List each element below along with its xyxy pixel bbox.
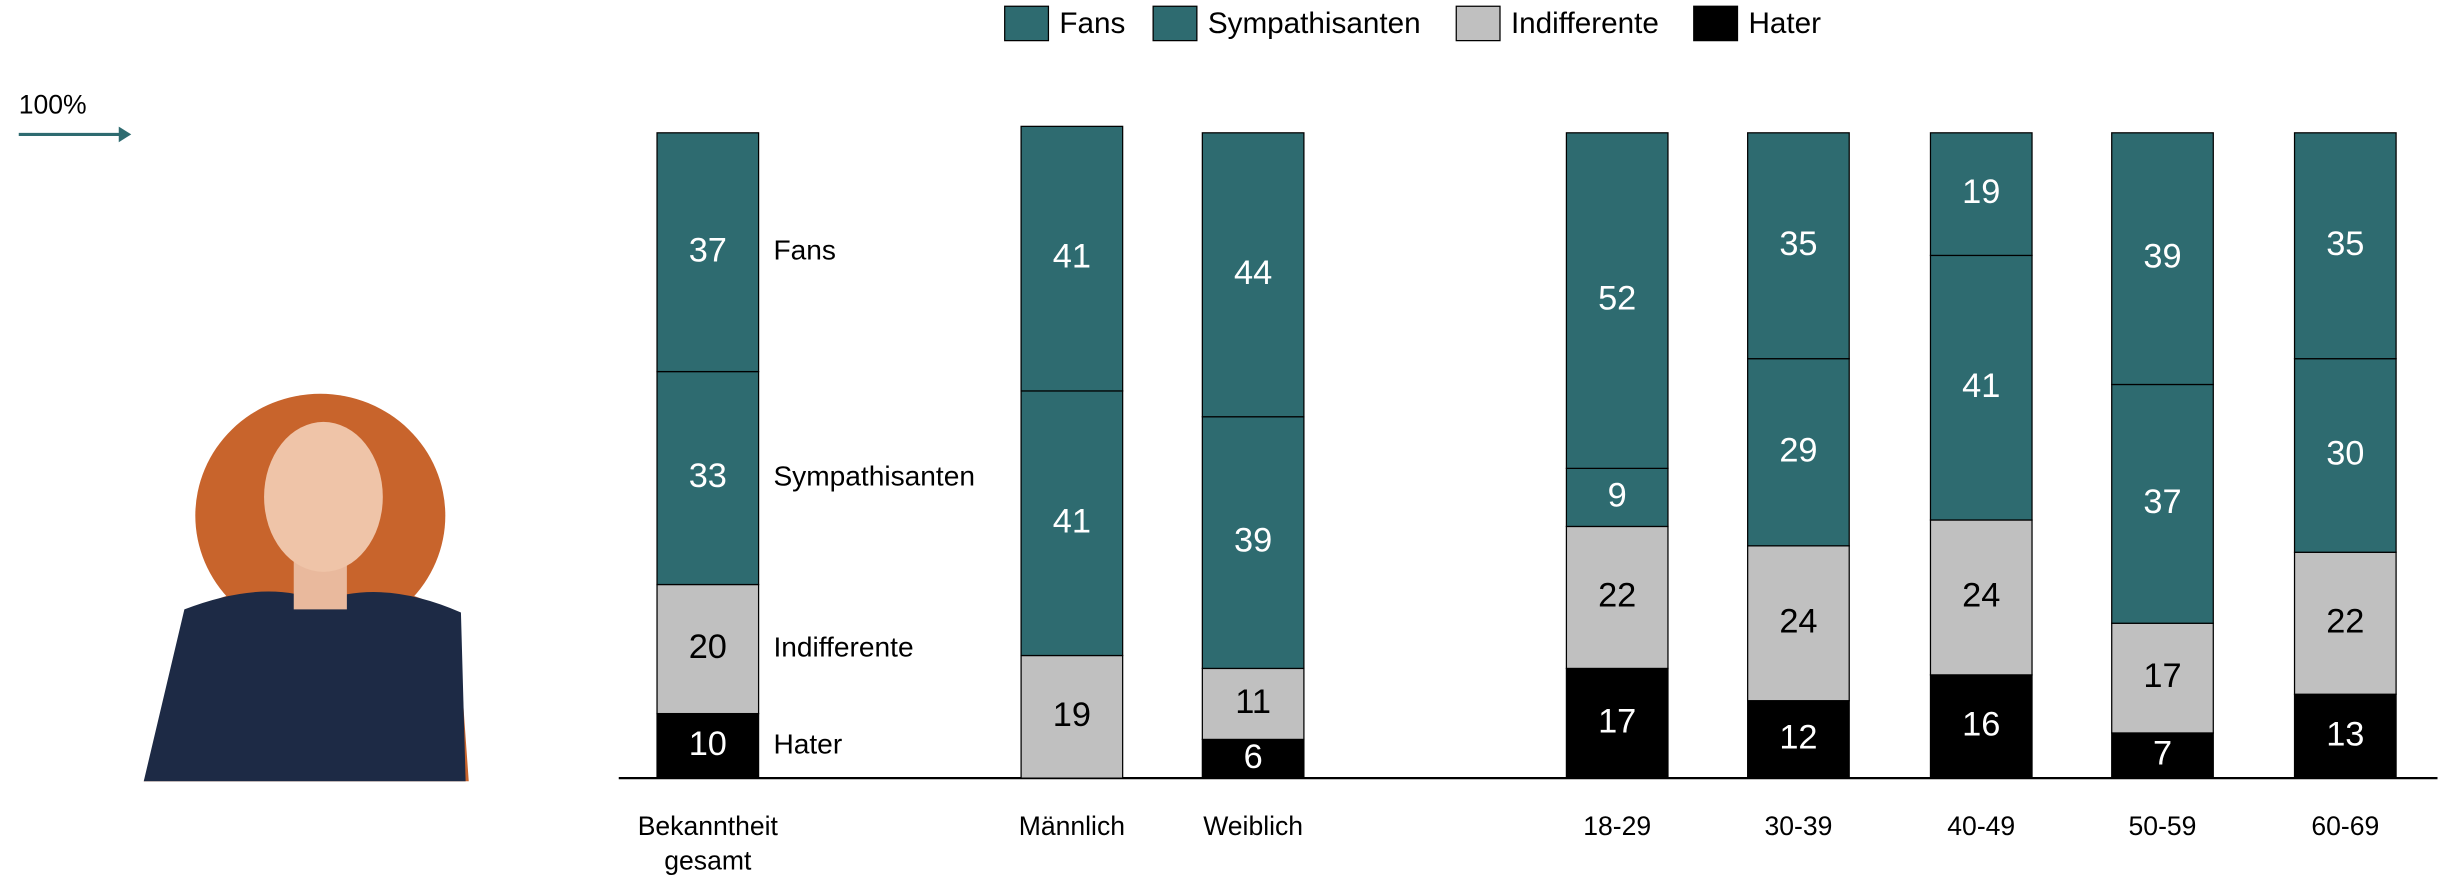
value-label: 37 <box>689 231 727 269</box>
value-label: 33 <box>689 457 727 495</box>
value-label: 22 <box>2326 602 2364 640</box>
value-label: 6 <box>1244 738 1263 776</box>
legend-swatch <box>1152 5 1198 42</box>
value-label: 35 <box>1779 225 1817 263</box>
value-label: 10 <box>689 725 727 763</box>
x-tick-label: 50-59 <box>2129 811 2197 841</box>
x-tick-label: Bekanntheit gesamt <box>638 811 779 875</box>
value-label: 19 <box>1053 696 1091 734</box>
value-label: 39 <box>1234 522 1272 560</box>
legend-label: Sympathisanten <box>1208 7 1421 40</box>
legend-swatch <box>1693 5 1739 42</box>
bar-segment <box>1020 125 1124 392</box>
bar-segment <box>1929 519 2033 676</box>
value-label: 13 <box>2326 715 2364 753</box>
value-label: 52 <box>1598 280 1636 318</box>
value-label: 20 <box>689 628 727 666</box>
bar-segment <box>1565 132 1669 469</box>
bar-segment <box>1929 674 2033 779</box>
value-label: 35 <box>2326 225 2364 263</box>
segment-name: Sympathisanten <box>773 460 975 491</box>
bar-segment <box>1201 416 1305 670</box>
bar-segment <box>2293 132 2397 360</box>
legend-label: Fans <box>1059 7 1125 40</box>
segment-name: Hater <box>773 728 842 759</box>
bar-segment <box>1747 132 1850 360</box>
x-tick-label: 18-29 <box>1583 811 1651 841</box>
bar-segment <box>1565 467 1669 528</box>
x-tick-label: 30-39 <box>1764 811 1832 841</box>
value-label: 44 <box>1234 254 1272 292</box>
value-label: 16 <box>1962 706 2000 744</box>
value-label: 7 <box>2153 735 2172 773</box>
bar-segment <box>1201 738 1305 779</box>
bar-segment <box>1201 667 1305 741</box>
legend-swatch <box>1004 5 1050 42</box>
value-label: 12 <box>1779 718 1817 756</box>
bar-segment <box>656 712 760 779</box>
value-label: 9 <box>1608 476 1627 514</box>
value-label: 29 <box>1779 431 1817 469</box>
bar-segment <box>656 132 760 373</box>
reference-arrowhead <box>118 126 132 143</box>
x-tick-label: Weiblich <box>1203 811 1303 841</box>
legend-swatch <box>1455 5 1501 42</box>
segment-name: Fans <box>773 235 836 266</box>
value-label: 17 <box>1598 702 1636 740</box>
bar-segment <box>2111 132 2214 386</box>
bar-segment <box>2293 551 2397 695</box>
value-label: 19 <box>1962 173 2000 211</box>
bar-segment <box>1020 654 1124 779</box>
value-label: 41 <box>1053 238 1091 276</box>
bar-segment <box>1929 132 2033 257</box>
x-tick-label: 60-69 <box>2311 811 2379 841</box>
bar-segment <box>1201 132 1305 418</box>
value-label: 37 <box>2143 483 2181 521</box>
bar-segment <box>1020 390 1124 657</box>
value-label: 41 <box>1962 367 2000 405</box>
value-label: 41 <box>1053 502 1091 540</box>
bar-segment <box>1747 358 1850 547</box>
value-label: 17 <box>2143 657 2181 695</box>
segment-name: Indifferente <box>773 631 913 662</box>
bar-segment <box>2293 693 2397 779</box>
x-tick-label: 40-49 <box>1947 811 2015 841</box>
bar-segment <box>1747 545 1850 702</box>
bar-segment <box>1565 525 1669 670</box>
bar-segment <box>1929 254 2033 521</box>
legend-label: Indifferente <box>1511 7 1659 40</box>
legend-label: Hater <box>1748 7 1821 40</box>
value-label: 11 <box>1235 683 1271 721</box>
value-label: 30 <box>2326 435 2364 473</box>
bar-segment <box>1747 700 1850 779</box>
bar-segment <box>1565 667 1669 779</box>
bar-segment <box>656 370 760 586</box>
bar-segment <box>2111 732 2214 779</box>
value-label: 39 <box>2143 238 2181 276</box>
value-label: 22 <box>1598 577 1636 615</box>
bar-segment <box>656 583 760 715</box>
portrait <box>143 393 469 782</box>
value-label: 24 <box>1779 602 1817 640</box>
x-tick-label: Männlich <box>1019 811 1125 841</box>
value-label: 24 <box>1962 577 2000 615</box>
reference-label: 100% <box>19 89 87 119</box>
